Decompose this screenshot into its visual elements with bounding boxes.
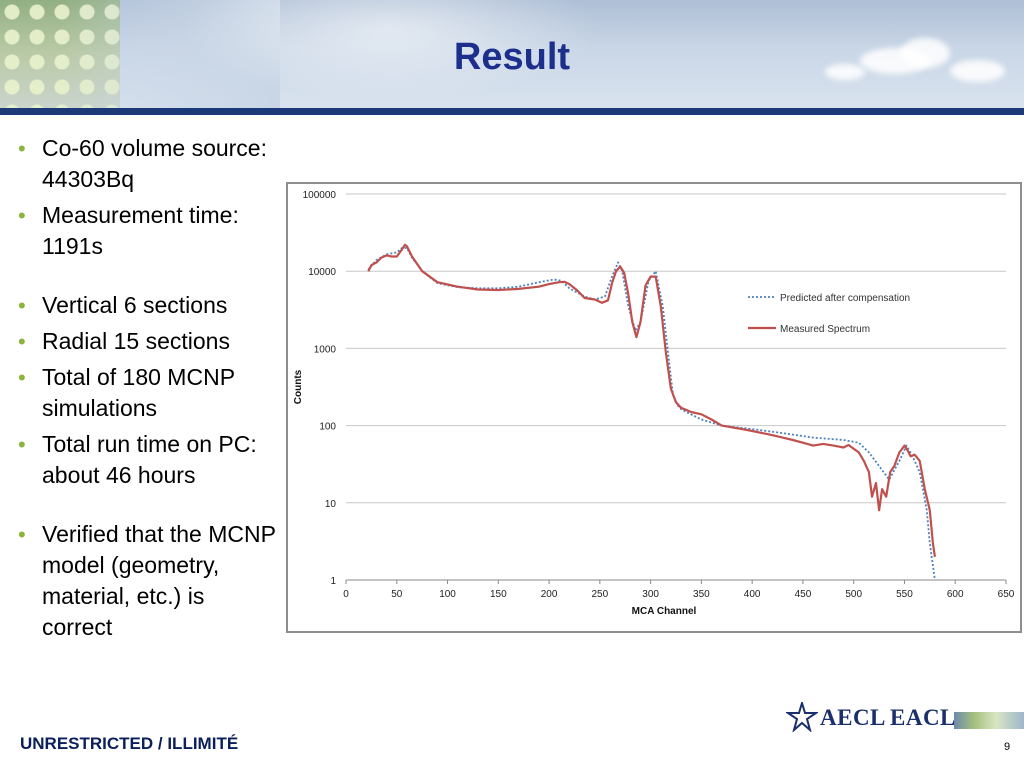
bullet-dot-icon: • <box>18 203 26 228</box>
x-tick-label: 600 <box>947 589 964 600</box>
bullet-dot-icon: • <box>18 136 26 161</box>
x-tick-label: 350 <box>693 589 710 600</box>
y-tick-label: 10 <box>325 499 337 510</box>
logo-text-eacl: EACL <box>890 705 956 730</box>
x-tick-label: 300 <box>642 589 659 600</box>
x-axis-title: MCA Channel <box>632 606 697 617</box>
x-tick-label: 150 <box>490 589 507 600</box>
bullet-item: • Radial 15 sections <box>18 326 280 357</box>
x-tick-label: 400 <box>744 589 761 600</box>
bullet-dot-icon: • <box>18 365 26 390</box>
y-tick-label: 100000 <box>303 190 337 201</box>
bullet-dot-icon: • <box>18 293 26 318</box>
bullet-item: • Verified that the MCNP model (geometry,… <box>18 521 276 640</box>
spectrum-chart: 1 10 100 1000 10000 100000 0 50 100 150 200 250 300… <box>286 182 1022 633</box>
y-tick-label: 10000 <box>308 267 336 278</box>
y-tick-label: 1000 <box>314 344 337 355</box>
header-rule <box>0 108 1024 115</box>
slide-title: Result <box>453 36 571 78</box>
chart-svg: 1 10 100 1000 10000 100000 0 50 100 150 200 250 300… <box>293 190 1015 617</box>
y-tick-label: 1 <box>330 576 336 587</box>
logo-stripe <box>954 712 1024 729</box>
aecl-logo: AECL EACL <box>786 702 1024 736</box>
x-tick-label: 650 <box>998 589 1015 600</box>
x-tick-label: 500 <box>845 589 862 600</box>
x-tick-label: 0 <box>343 589 349 600</box>
y-axis-title: Counts <box>293 369 304 404</box>
chart-legend: Predicted after compensation Measured Sp… <box>748 293 910 335</box>
x-tick-label: 250 <box>592 589 609 600</box>
series-line-measured <box>367 243 936 557</box>
bullet-item: • Total of 180 MCNP simulations <box>18 364 235 421</box>
legend-label-predicted: Predicted after compensation <box>780 293 910 304</box>
slide-header: Result <box>0 0 1024 108</box>
bullet-dot-icon: • <box>18 522 26 547</box>
x-tick-label: 550 <box>896 589 913 600</box>
x-tick-label: 200 <box>541 589 558 600</box>
bullet-dot-icon: • <box>18 329 26 354</box>
x-tick-label: 450 <box>795 589 812 600</box>
x-tick-label: 100 <box>439 589 456 600</box>
legend-label-measured: Measured Spectrum <box>780 324 870 335</box>
classification-label: UNRESTRICTED / ILLIMITÉ <box>20 734 239 753</box>
bullet-item: • Co-60 volume source: 44303Bq <box>18 135 267 192</box>
logo-text-aecl: AECL <box>820 705 886 730</box>
page-number: 9 <box>1004 741 1011 753</box>
aecl-star-icon <box>786 702 818 732</box>
bullet-item: • Vertical 6 sections <box>18 290 280 321</box>
bullet-list: • Co-60 volume source: 44303Bq • Measureme… <box>18 133 280 648</box>
x-tick-label: 50 <box>391 589 403 600</box>
bullet-item: • Total run time on PC: about 46 hours <box>18 431 257 488</box>
bullet-item: • Measurement time: 1191s <box>18 202 239 259</box>
bullet-dot-icon: • <box>18 432 26 457</box>
y-tick-label: 100 <box>319 422 336 433</box>
